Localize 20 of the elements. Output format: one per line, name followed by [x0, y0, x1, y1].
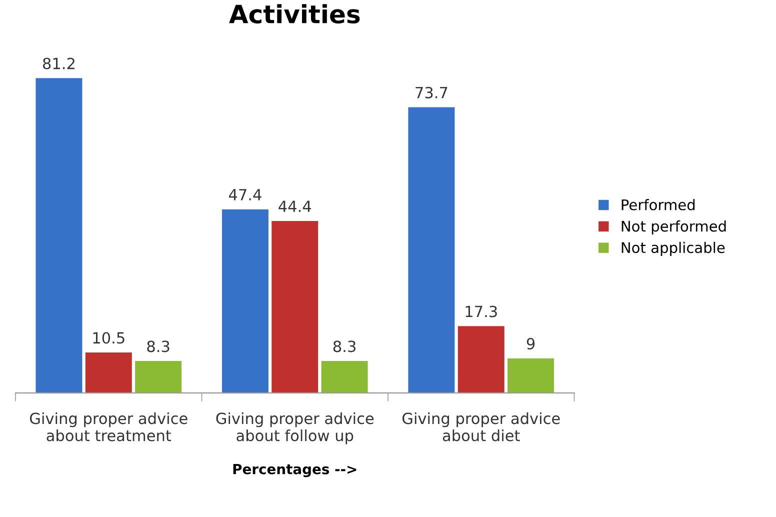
data-label: 44.4 [278, 200, 312, 212]
data-label: 9 [526, 338, 535, 350]
bar [221, 208, 270, 393]
legend-label: Not performed [622, 220, 726, 235]
legend-label: Performed [622, 199, 695, 210]
x-tick-label: Giving proper advice about follow up [216, 412, 374, 444]
x-tick-label: Giving proper advice about diet [402, 412, 560, 442]
x-axis-title: Percentages --> [233, 464, 356, 478]
data-label: 8.3 [333, 340, 356, 352]
data-label: 17.3 [466, 306, 497, 318]
data-label: 10.5 [93, 332, 124, 344]
data-label: 47.4 [228, 189, 262, 200]
bar [134, 360, 182, 393]
data-label: 73.7 [416, 86, 448, 98]
data-label: 81.2 [43, 58, 74, 70]
data-label: 8.3 [147, 340, 170, 352]
bar [506, 358, 555, 393]
legend-label: Not applicable [622, 242, 725, 256]
chart-title: Activities [229, 4, 360, 24]
x-tick-label: Giving proper advice about treatment [30, 412, 188, 442]
